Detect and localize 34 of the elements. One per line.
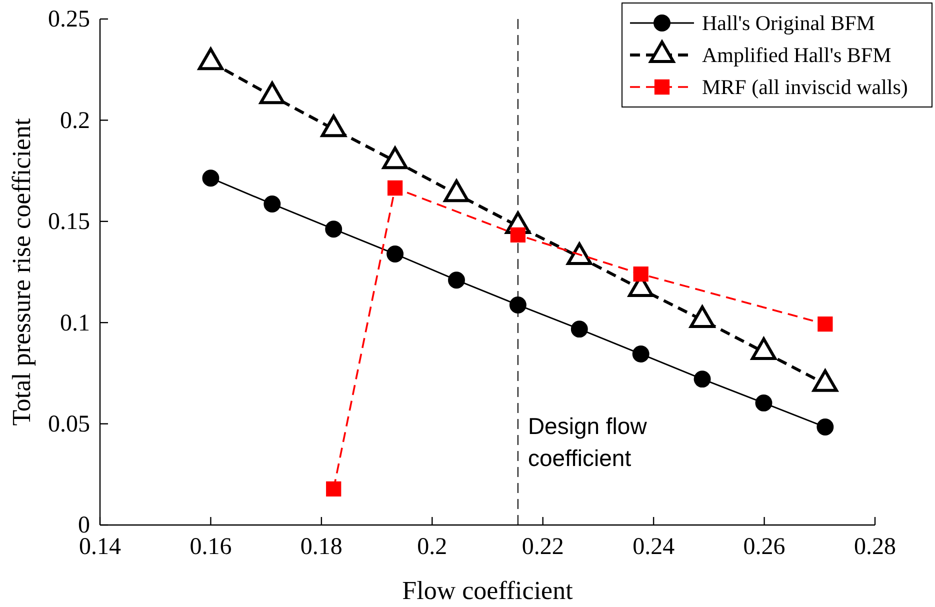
point [633, 266, 648, 282]
y-tick-label: 0.15 [48, 209, 90, 236]
point [570, 320, 588, 338]
x-tick-label: 0.28 [854, 534, 896, 560]
point [755, 394, 772, 412]
point [448, 272, 465, 289]
x-tick-label: 0.2 [417, 534, 448, 560]
x-tick-label: 0.26 [743, 534, 786, 560]
point [509, 296, 526, 314]
legend-label: Hall's Original BFM [702, 11, 876, 35]
point [818, 316, 833, 332]
point [326, 481, 342, 497]
x-tick-label: 0.18 [300, 534, 342, 560]
point [198, 48, 224, 70]
point [444, 180, 470, 202]
x-tick-label: 0.16 [190, 534, 232, 560]
x-axis-title: Flow coefficient [402, 576, 574, 605]
point [320, 114, 346, 138]
point [694, 370, 711, 388]
x-tick-label: 0.24 [632, 534, 675, 560]
point [816, 418, 834, 436]
point [386, 246, 404, 262]
point [632, 346, 650, 362]
y-tick-label: 0.05 [48, 411, 90, 438]
y-tick-label: 0.2 [60, 108, 90, 134]
y-axis-title: Total pressure rise coefficient [7, 118, 36, 426]
y-tick-label: 0.1 [60, 310, 90, 336]
point [259, 82, 285, 104]
legend-label: MRF (all inviscid walls) [702, 75, 908, 99]
y-tick-label: 0.25 [48, 6, 90, 33]
point [382, 146, 408, 170]
ref-line-label: Design flow coefficient [528, 412, 648, 471]
x-tick-label: 0.22 [522, 534, 564, 560]
legend-label: Amplified Hall's BFM [702, 43, 892, 67]
